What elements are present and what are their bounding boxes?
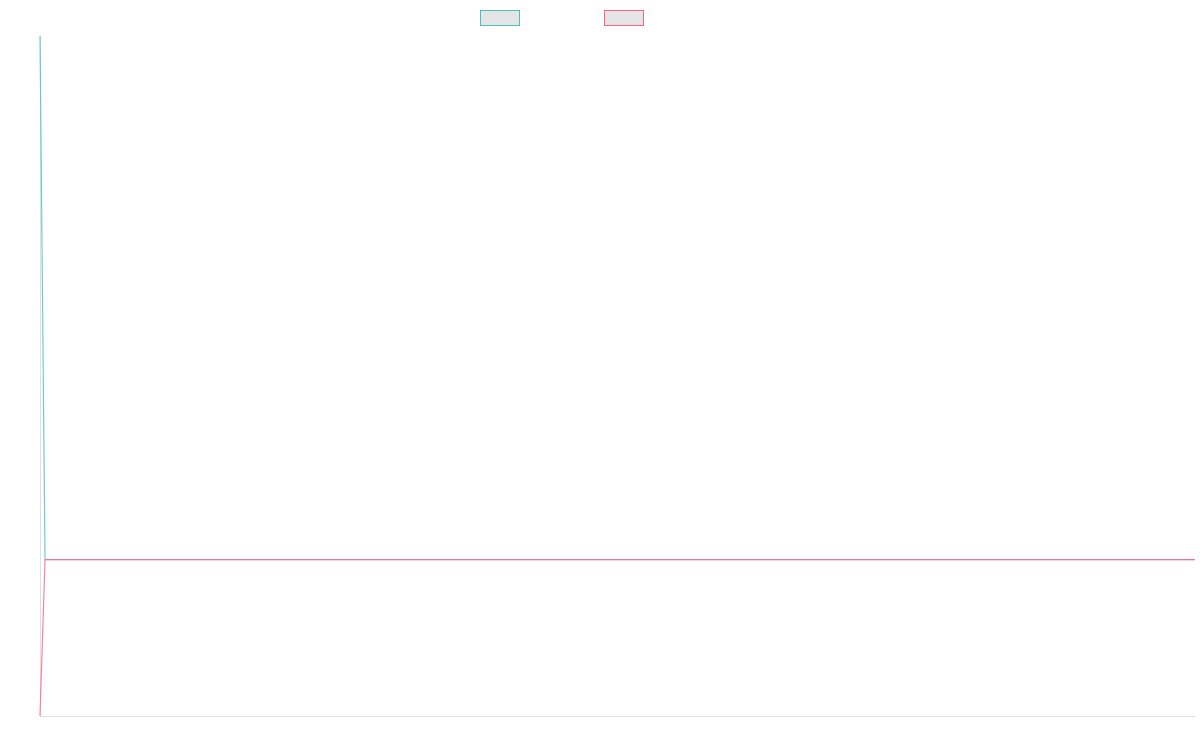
legend-item-series-2[interactable]: [604, 10, 650, 26]
series-line-1: [39, 35, 1195, 561]
legend-item-series-1[interactable]: [480, 10, 526, 26]
legend-swatch: [480, 10, 520, 26]
series-line-2: [39, 558, 1195, 717]
legend-swatch: [604, 10, 644, 26]
